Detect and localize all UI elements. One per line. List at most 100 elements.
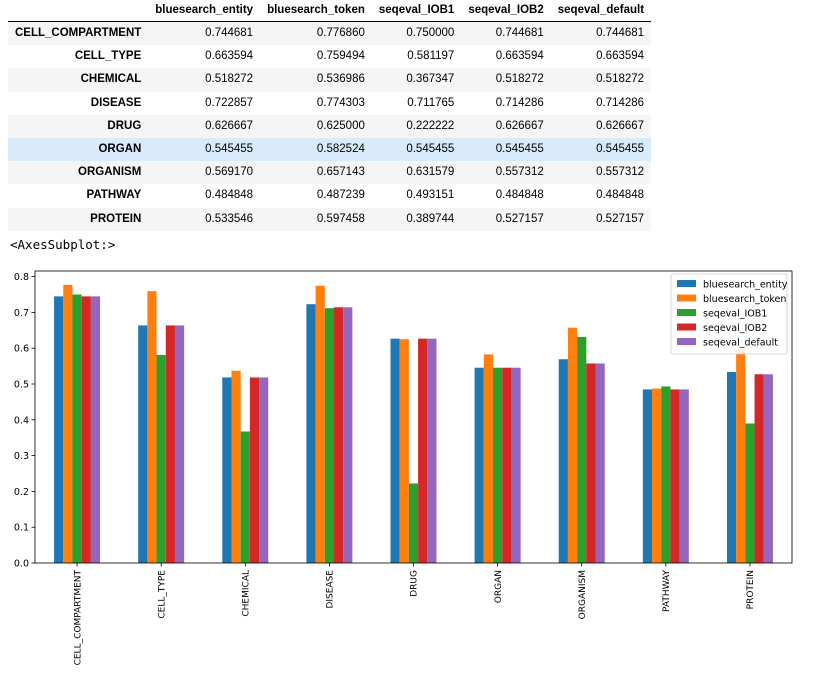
row-label: CELL_TYPE [74,50,142,63]
column-header: seqeval_IOB2 [461,0,551,22]
x-tick-label: CHEMICAL [241,570,251,617]
table-cell: 0.663594 [495,50,544,63]
bar-bluesearch_entity-organism [558,359,568,563]
table-cell: 0.581197 [407,50,455,63]
table-cell: 0.714286 [596,96,645,109]
bar-seqeval_IOB2-organism [586,363,596,563]
table-cell: 0.484848 [596,189,645,202]
x-tick-label: CELL_COMPARTMENT [73,570,83,666]
table-cell: 0.545455 [596,143,645,156]
bar-seqeval_IOB1-cell_compartment [72,294,82,563]
table-cell: 0.569170 [205,166,254,179]
table-row: ORGAN 0.545455 0.582524 0.545455 0.545455 0.5… [8,138,652,162]
bar-seqeval_IOB2-pathway [670,389,680,563]
row-label: PATHWAY [86,189,142,202]
bar-seqeval_IOB1-organism [577,336,587,563]
table-cell: 0.744681 [495,27,544,39]
row-label: ORGANISM [78,166,142,179]
bar-chart: 0.0 0.1 0.2 0.3 0.4 0.5 0.6 0.7 0.8 CELL_COMPARTM… [14,270,793,666]
bar-bluesearch_token-cell_compartment [63,284,73,563]
bar-seqeval_IOB1-protein [745,423,755,563]
index-header [8,0,149,22]
y-tick-label: 0.4 [14,415,29,426]
table-cell: 0.487239 [316,189,365,202]
table-cell: 0.222222 [406,119,455,132]
y-tick-label: 0.6 [14,344,29,355]
table-cell: 0.631579 [406,166,455,179]
table-cell: 0.557312 [596,166,645,179]
legend-label: seqeval_IOB2 [703,323,767,334]
legend-swatch [677,280,696,287]
table-row: CELL_TYPE 0.663594 0.759494 0.581197 0.66359… [8,45,651,68]
legend-label: bluesearch_entity [703,280,788,291]
bar-seqeval_IOB1-organ [493,367,503,563]
table-cell: 0.744681 [205,27,254,39]
bar-bluesearch_entity-organ [474,367,484,563]
bar-seqeval_default-disease [343,307,353,563]
table-cell: 0.536986 [316,73,365,86]
table-cell: 0.527157 [495,212,544,225]
table-cell: 0.533546 [205,212,254,225]
table-cell: 0.657143 [316,166,365,179]
x-tick-label: ORGAN [494,570,504,603]
x-tick-label: DRUG [410,570,420,597]
dataframe-table: bluesearch_entity bluesearch_token seqev… [8,0,652,231]
bar-seqeval_IOB1-chemical [240,431,250,563]
table-row: DISEASE 0.722857 0.774303 0.711765 0.714286 0… [8,92,651,115]
table-cell: 0.663594 [596,50,645,63]
table-cell: 0.626667 [596,119,645,132]
table-cell: 0.518272 [495,73,544,86]
table-row: CELL_COMPARTMENT 0.744681 0.776860 0.750000… [8,21,652,46]
table-cell: 0.711765 [407,96,455,109]
bar-bluesearch_entity-drug [390,338,400,563]
bar-bluesearch_token-chemical [231,370,241,563]
table-cell: 0.367347 [406,73,455,86]
table-row: CHEMICAL 0.518272 0.536986 0.367347 0.518272… [8,68,652,92]
table-cell: 0.557312 [495,166,544,179]
legend-label: seqeval_default [703,338,778,349]
bar-seqeval_IOB2-cell_type [165,325,175,563]
table-cell: 0.389744 [406,212,455,225]
bar-bluesearch_token-organism [567,327,578,563]
legend-label: bluesearch_token [703,294,786,305]
table-cell: 0.626667 [205,119,254,132]
bar-seqeval_default-cell_compartment [90,296,101,563]
bar-bluesearch_entity-disease [306,304,316,563]
legend-swatch [677,294,696,302]
bar-seqeval_IOB1-pathway [661,386,671,563]
bar-seqeval_IOB1-disease [324,308,334,563]
bar-seqeval_default-organ [511,367,521,563]
bar-bluesearch_token-protein [736,349,746,563]
y-tick-label: 0.2 [14,487,29,498]
bar-seqeval_default-cell_type [174,325,185,563]
row-label: DISEASE [90,96,142,109]
column-header: seqeval_default [550,0,652,22]
output-repr: <AxesSubplot:> [10,237,116,252]
table-cell: 0.545455 [205,143,254,156]
y-tick-label: 0.7 [14,308,29,319]
table-cell: 0.774303 [316,96,365,109]
y-tick-label: 0.1 [14,523,29,534]
bar-bluesearch_token-drug [399,339,409,563]
table-cell: 0.527157 [596,212,645,225]
table-cell: 0.663594 [205,50,254,63]
bar-seqeval_IOB2-chemical [249,377,260,563]
table-row: DRUG 0.626667 0.625000 0.222222 0.626667 0.62… [8,114,652,139]
bar-seqeval_default-organism [595,363,605,563]
table-row: ORGANISM 0.569170 0.657143 0.631579 0.557312… [8,161,652,185]
y-tick-label: 0.3 [14,451,29,462]
y-tick-label: 0.8 [14,272,29,283]
table-cell: 0.714286 [495,96,544,109]
y-tick-label: 0.5 [14,379,29,390]
bar-bluesearch_entity-cell_compartment [54,296,64,563]
bar-bluesearch_token-cell_type [147,291,157,563]
bar-bluesearch_token-organ [483,354,494,563]
bar-bluesearch_entity-pathway [642,389,653,563]
table-cell: 0.545455 [495,143,544,156]
table-cell: 0.744681 [596,27,645,39]
row-label: PROTEIN [90,212,142,225]
column-header: bluesearch_entity [148,0,261,22]
bar-seqeval_IOB2-disease [333,307,344,563]
table-cell: 0.776860 [316,27,365,39]
table-cell: 0.750000 [406,27,455,39]
